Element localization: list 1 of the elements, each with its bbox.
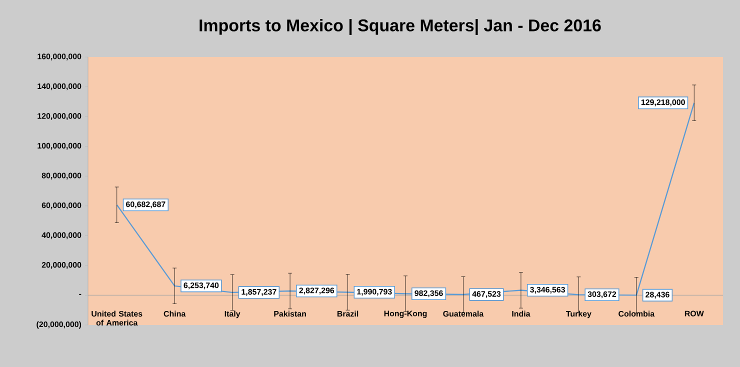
chart-title: Imports to Mexico | Square Meters| Jan - Dec 2016 xyxy=(200,18,601,36)
